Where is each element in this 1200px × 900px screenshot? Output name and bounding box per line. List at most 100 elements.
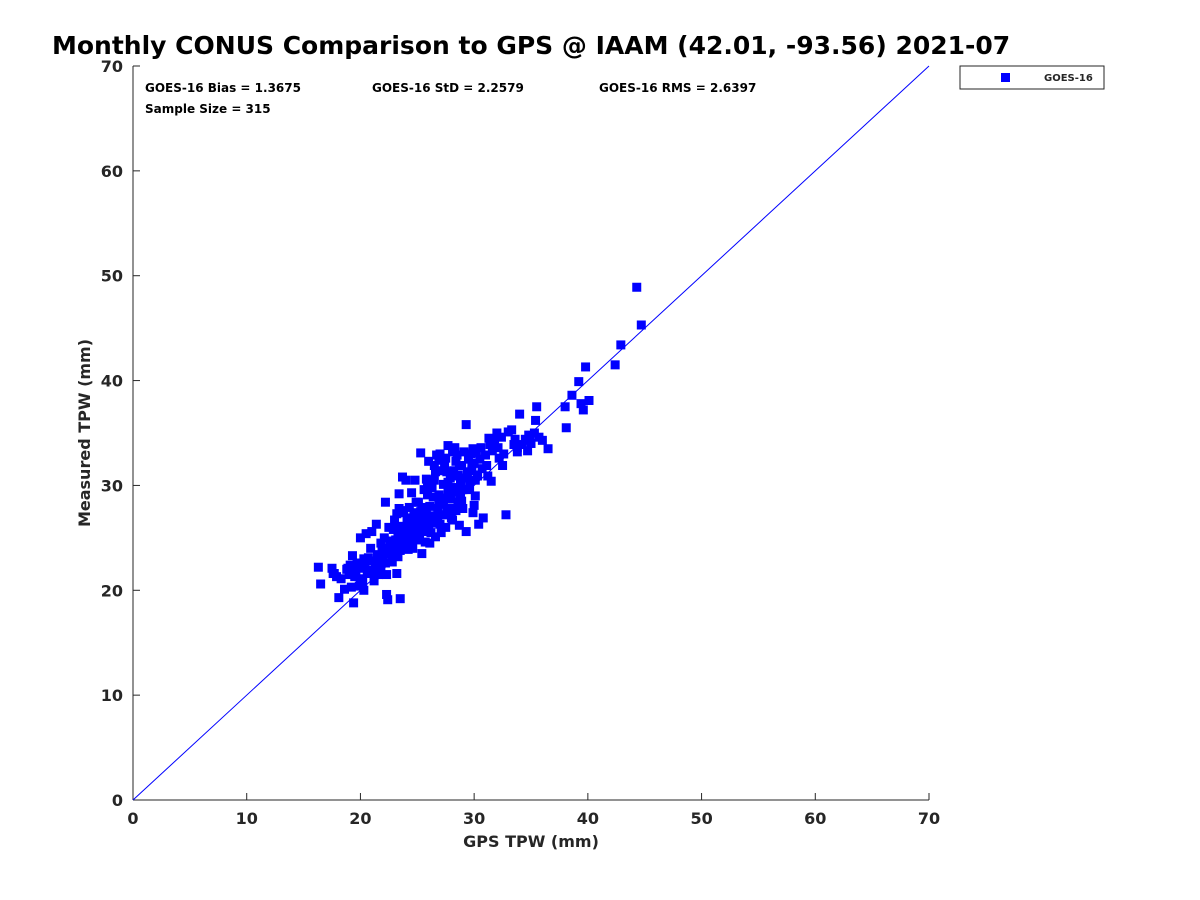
stat-rms: GOES-16 RMS = 2.6397: [599, 81, 756, 95]
data-point: [435, 449, 445, 459]
data-point: [336, 574, 346, 584]
data-point: [402, 513, 412, 523]
data-point: [425, 538, 435, 548]
data-point: [499, 449, 509, 459]
data-point: [467, 459, 477, 469]
data-point: [436, 466, 446, 476]
data-point: [476, 443, 486, 453]
data-point: [578, 405, 588, 415]
data-point: [459, 447, 469, 457]
data-point: [430, 467, 440, 477]
data-point: [475, 454, 485, 464]
data-point: [449, 466, 459, 476]
x-tick-label: 60: [804, 809, 826, 828]
data-point: [494, 453, 504, 463]
data-point: [351, 565, 361, 575]
data-point: [408, 516, 418, 526]
data-point: [443, 477, 453, 487]
data-point: [362, 569, 372, 579]
data-point: [403, 521, 413, 531]
data-point: [392, 509, 402, 519]
data-point: [423, 490, 433, 500]
y-tick-label: 60: [101, 162, 123, 181]
data-point: [438, 479, 448, 489]
data-point: [366, 543, 376, 553]
data-point: [468, 508, 478, 518]
data-point: [561, 423, 571, 433]
y-tick-label: 40: [101, 372, 123, 391]
data-point: [382, 570, 392, 580]
data-point: [576, 399, 586, 409]
data-point: [451, 506, 461, 516]
data-point: [369, 576, 379, 586]
data-point: [458, 503, 468, 513]
stat-sample-size: Sample Size = 315: [145, 102, 271, 116]
data-point: [376, 538, 386, 548]
data-point: [391, 535, 401, 545]
data-point: [443, 485, 453, 495]
data-point: [616, 340, 626, 350]
data-point: [430, 532, 440, 542]
data-point: [434, 497, 444, 507]
data-point: [346, 582, 356, 592]
data-point: [419, 485, 429, 495]
data-point: [421, 474, 431, 484]
data-point: [525, 435, 535, 445]
data-point: [486, 476, 496, 486]
chart-title: Monthly CONUS Comparison to GPS @ IAAM (…: [52, 31, 1010, 60]
data-point: [426, 511, 436, 521]
x-tick-label: 30: [463, 809, 485, 828]
data-point: [537, 435, 547, 445]
data-point: [496, 432, 506, 442]
legend-label-goes16: GOES-16: [1044, 73, 1093, 84]
data-point: [394, 503, 404, 513]
data-point: [384, 544, 394, 554]
data-point: [361, 529, 371, 539]
data-point: [410, 475, 420, 485]
data-point: [409, 529, 419, 539]
data-point: [477, 464, 487, 474]
data-point: [450, 443, 460, 453]
data-point: [443, 441, 453, 451]
y-ticks: 0 10 20 30 40 50 60 70: [101, 57, 140, 810]
data-point: [427, 518, 437, 528]
data-point: [470, 491, 480, 501]
data-point: [382, 589, 392, 599]
data-point: [420, 537, 430, 547]
y-tick-label: 70: [101, 57, 123, 76]
data-point: [370, 560, 380, 570]
data-point: [434, 455, 444, 465]
data-point: [379, 533, 389, 543]
y-tick-label: 10: [101, 686, 123, 705]
data-point: [313, 562, 323, 572]
y-tick-label: 0: [112, 791, 123, 810]
data-point: [387, 557, 397, 567]
data-point: [415, 530, 425, 540]
data-point: [411, 497, 421, 507]
data-point: [531, 415, 541, 425]
data-point: [407, 488, 417, 498]
data-point: [455, 489, 465, 499]
data-point: [455, 479, 465, 489]
data-point: [468, 444, 478, 454]
data-point: [316, 579, 326, 589]
data-point: [404, 502, 414, 512]
x-tick-label: 40: [577, 809, 599, 828]
data-point: [371, 519, 381, 529]
data-point: [416, 448, 426, 458]
data-point: [437, 510, 447, 520]
data-point: [454, 520, 464, 530]
data-point: [369, 571, 379, 581]
data-point: [567, 390, 577, 400]
data-point: [380, 497, 390, 507]
data-point: [402, 537, 412, 547]
data-point: [610, 360, 620, 370]
data-point: [428, 492, 438, 502]
y-tick-label: 30: [101, 476, 123, 495]
data-point: [403, 544, 413, 554]
data-point: [462, 472, 472, 482]
data-point: [436, 528, 446, 538]
stats-box: GOES-16 Bias = 1.3675 GOES-16 StD = 2.25…: [145, 81, 756, 116]
data-point: [452, 450, 462, 460]
y-tick-label: 50: [101, 267, 123, 286]
